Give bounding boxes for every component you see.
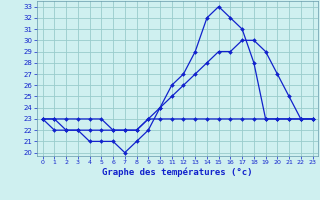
X-axis label: Graphe des températures (°c): Graphe des températures (°c): [102, 168, 253, 177]
